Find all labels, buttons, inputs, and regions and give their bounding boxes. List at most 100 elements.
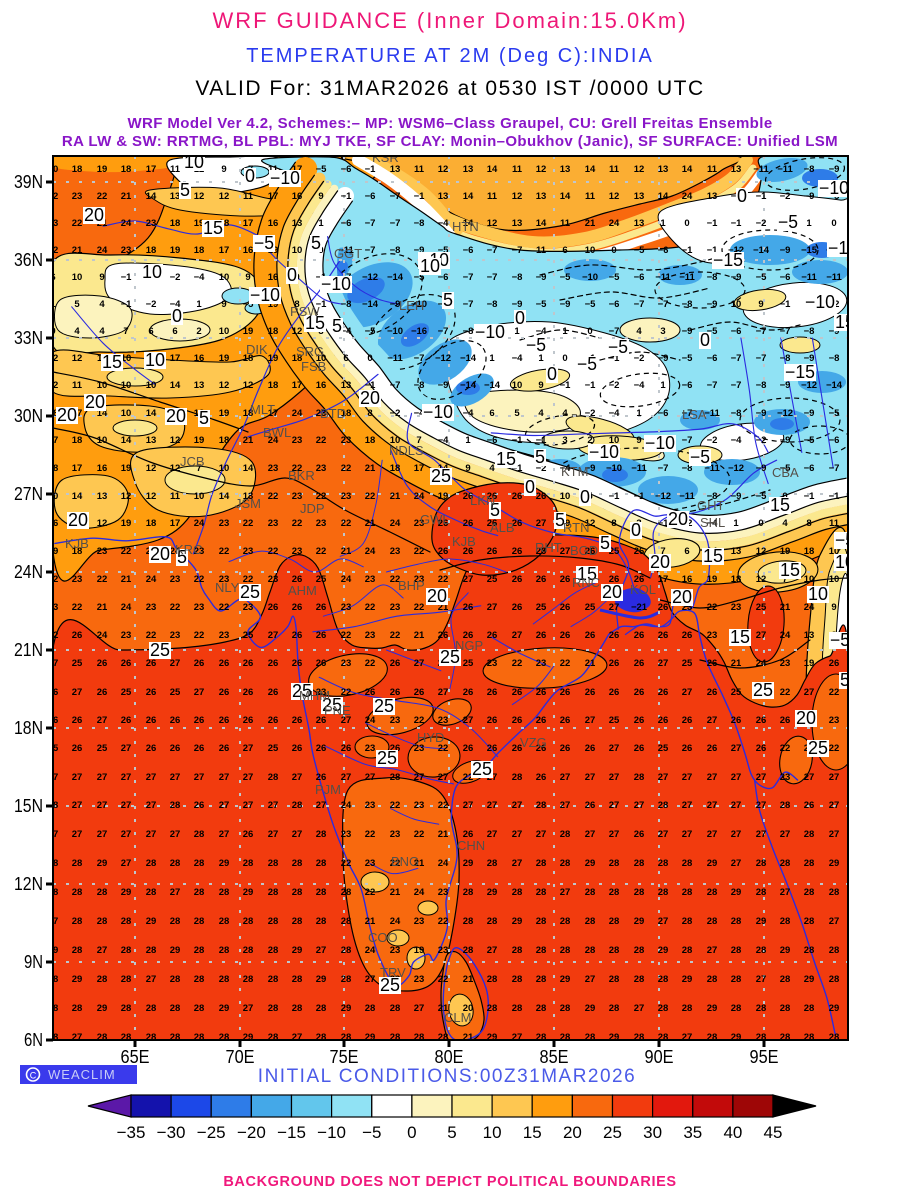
svg-text:10: 10 (48, 491, 59, 502)
svg-text:0: 0 (831, 218, 836, 229)
svg-text:23: 23 (414, 574, 425, 585)
svg-text:−8: −8 (463, 326, 474, 337)
svg-text:27: 27 (146, 772, 157, 783)
svg-text:1: 1 (538, 353, 544, 364)
svg-text:23: 23 (414, 800, 425, 811)
svg-text:−9: −9 (731, 272, 742, 283)
svg-text:−5: −5 (414, 272, 426, 283)
svg-text:−7: −7 (390, 218, 401, 229)
svg-text:−8: −8 (804, 326, 815, 337)
svg-text:13: 13 (97, 491, 108, 502)
svg-text:28: 28 (146, 858, 157, 869)
svg-text:11: 11 (268, 164, 279, 175)
svg-text:−6: −6 (682, 380, 693, 391)
svg-text:14: 14 (243, 463, 254, 474)
svg-text:28: 28 (194, 858, 205, 869)
svg-text:12: 12 (756, 574, 767, 585)
svg-text:28: 28 (194, 829, 205, 840)
svg-text:22: 22 (219, 602, 230, 613)
svg-text:28: 28 (512, 887, 523, 898)
svg-text:−11: −11 (655, 272, 671, 283)
svg-text:20: 20 (602, 582, 622, 602)
svg-text:−4: −4 (414, 408, 426, 419)
svg-text:20: 20 (563, 1123, 582, 1142)
svg-text:33N: 33N (14, 328, 43, 348)
svg-text:SRG: SRG (296, 344, 324, 359)
svg-text:12: 12 (243, 380, 254, 391)
svg-text:28: 28 (48, 1003, 59, 1014)
svg-text:28: 28 (512, 945, 523, 956)
svg-text:28: 28 (756, 1032, 767, 1043)
svg-text:26: 26 (560, 715, 571, 726)
svg-text:1: 1 (562, 326, 568, 337)
svg-text:28: 28 (804, 887, 815, 898)
svg-text:−7: −7 (390, 380, 401, 391)
svg-text:27: 27 (585, 829, 596, 840)
svg-text:27: 27 (121, 800, 132, 811)
svg-text:26: 26 (560, 574, 571, 585)
svg-text:19: 19 (170, 245, 181, 256)
svg-text:26: 26 (146, 743, 157, 754)
svg-text:18: 18 (48, 463, 59, 474)
svg-text:27: 27 (560, 772, 571, 783)
svg-text:29: 29 (731, 887, 742, 898)
svg-text:27: 27 (414, 772, 425, 783)
svg-text:24: 24 (121, 218, 132, 229)
svg-text:28: 28 (658, 1032, 669, 1043)
svg-text:23: 23 (829, 715, 840, 726)
svg-text:−9: −9 (438, 380, 449, 391)
svg-text:27: 27 (512, 800, 523, 811)
svg-text:12: 12 (219, 380, 230, 391)
svg-text:1: 1 (636, 408, 642, 419)
svg-text:18: 18 (72, 546, 83, 557)
svg-text:27: 27 (682, 800, 693, 811)
svg-text:WEACLIM: WEACLIM (48, 1067, 116, 1082)
svg-text:28: 28 (72, 916, 83, 927)
svg-text:26: 26 (268, 687, 279, 698)
svg-text:22: 22 (365, 829, 376, 840)
svg-text:−7: −7 (731, 380, 742, 391)
svg-text:28: 28 (243, 945, 254, 956)
svg-text:−1: −1 (365, 380, 377, 391)
svg-text:29: 29 (731, 1032, 742, 1043)
svg-text:26: 26 (316, 602, 327, 613)
svg-text:26: 26 (634, 546, 645, 557)
svg-text:20: 20 (166, 406, 186, 426)
svg-text:26: 26 (72, 743, 83, 754)
svg-text:27: 27 (634, 1003, 645, 1014)
svg-text:−9: −9 (804, 408, 815, 419)
svg-text:−1: −1 (121, 272, 133, 283)
svg-text:28: 28 (682, 1003, 693, 1014)
svg-text:28: 28 (194, 887, 205, 898)
svg-text:27: 27 (560, 887, 571, 898)
svg-text:−7: −7 (438, 326, 449, 337)
svg-text:29: 29 (463, 858, 474, 869)
svg-text:28: 28 (707, 887, 718, 898)
svg-text:24: 24 (268, 435, 279, 446)
svg-text:27N: 27N (14, 484, 43, 504)
svg-text:−4: −4 (634, 380, 646, 391)
svg-text:17: 17 (48, 435, 59, 446)
svg-text:10: 10 (219, 272, 230, 283)
svg-text:−9: −9 (682, 326, 693, 337)
svg-text:23: 23 (365, 858, 376, 869)
svg-text:−4: −4 (438, 435, 450, 446)
svg-text:27: 27 (438, 687, 449, 698)
svg-text:18: 18 (72, 435, 83, 446)
svg-text:24: 24 (390, 518, 401, 529)
svg-text:19: 19 (194, 218, 205, 229)
svg-text:28: 28 (658, 974, 669, 985)
svg-text:27: 27 (731, 829, 742, 840)
svg-text:−7: −7 (707, 380, 718, 391)
svg-text:13: 13 (804, 630, 815, 641)
svg-text:26: 26 (536, 743, 547, 754)
svg-text:28: 28 (121, 974, 132, 985)
svg-text:−2: −2 (390, 408, 401, 419)
svg-text:22: 22 (316, 435, 327, 446)
svg-text:26: 26 (121, 658, 132, 669)
svg-text:23: 23 (365, 574, 376, 585)
svg-text:27: 27 (268, 829, 279, 840)
svg-text:28: 28 (829, 945, 840, 956)
svg-text:MHM: MHM (299, 688, 330, 703)
svg-text:28: 28 (780, 858, 791, 869)
